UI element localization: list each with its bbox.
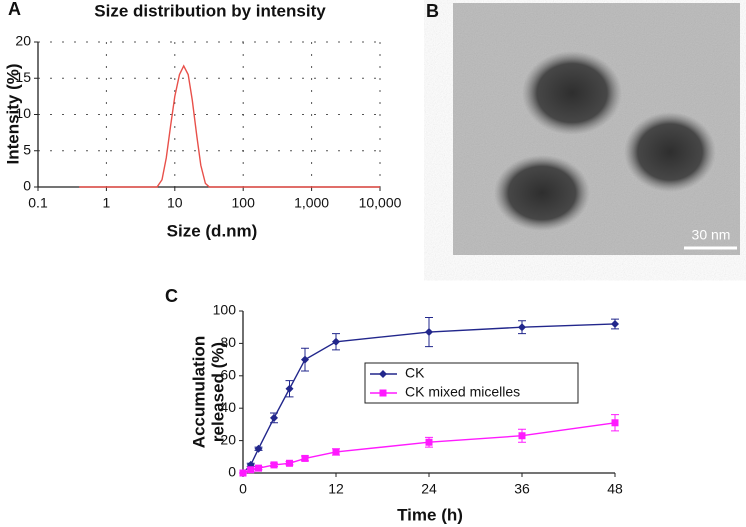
y-axis-label: Accumulation [189, 336, 208, 448]
panel-label: A [8, 0, 21, 19]
marker [518, 432, 526, 440]
x-tick-label: 12 [328, 481, 344, 497]
scale-bar-label: 30 nm [692, 227, 731, 243]
y-tick-label: 0 [228, 464, 236, 480]
data-line [242, 422, 616, 474]
y-tick-label: 5 [23, 141, 31, 157]
marker [425, 438, 433, 446]
legend-box [364, 362, 579, 404]
marker [247, 466, 255, 474]
marker [611, 419, 619, 427]
marker [301, 355, 309, 364]
legend-label: CK mixed micelles [405, 384, 520, 400]
y-tick-label: 100 [213, 302, 237, 318]
y-tick-label: 20 [15, 33, 31, 49]
y-tick-label: 40 [220, 399, 236, 415]
micelle [494, 155, 590, 231]
marker [285, 384, 294, 393]
y-tick-label: 10 [15, 105, 31, 121]
legend-marker [379, 389, 387, 397]
marker [270, 413, 278, 422]
y-tick-label: 0 [23, 178, 31, 194]
y-tick-label: 20 [220, 431, 236, 447]
x-tick-label: 24 [421, 481, 437, 497]
y-axis-label: released (%) [208, 342, 227, 442]
marker [332, 337, 340, 346]
data-line [242, 323, 616, 474]
x-tick-label: 1 [103, 195, 111, 211]
marker [425, 328, 433, 337]
y-tick-label: 15 [15, 69, 31, 85]
marker [255, 464, 262, 472]
x-tick-label: 10 [167, 195, 183, 211]
x-axis-label: Time (h) [397, 505, 463, 524]
chart-title: Size distribution by intensity [94, 1, 326, 20]
x-axis-label: Size (d.nm) [167, 221, 258, 240]
legend-marker [379, 370, 387, 378]
x-tick-label: 0 [239, 481, 247, 497]
data-line [79, 64, 380, 188]
tem-image [453, 3, 740, 255]
x-tick-label: 1,000 [294, 195, 329, 211]
marker [611, 319, 619, 328]
panel-label: C [165, 286, 178, 306]
marker [239, 469, 247, 477]
legend-label: CK [405, 365, 425, 381]
x-tick-label: 48 [607, 481, 623, 497]
marker [254, 444, 263, 453]
marker [518, 323, 526, 332]
y-tick-label: 60 [220, 367, 236, 383]
panel-label: B [426, 1, 439, 21]
x-tick-label: 10,000 [359, 195, 402, 211]
y-tick-label: 80 [220, 334, 236, 350]
marker [332, 448, 340, 456]
x-tick-label: 100 [232, 195, 256, 211]
y-axis-label: Intensity (%) [3, 63, 22, 164]
micelle [522, 51, 622, 135]
marker [286, 459, 293, 467]
marker [301, 454, 309, 462]
marker [270, 461, 278, 469]
x-tick-label: 0.1 [28, 195, 48, 211]
x-tick-label: 36 [514, 481, 530, 497]
micelle [624, 112, 716, 192]
